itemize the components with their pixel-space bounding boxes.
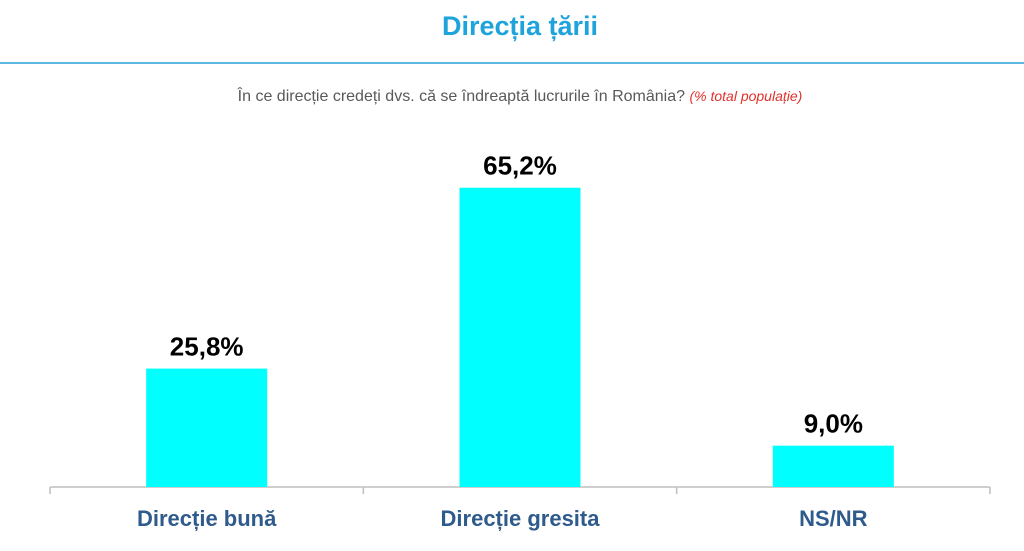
bar xyxy=(772,445,894,487)
value-label: 25,8% xyxy=(170,331,244,361)
x-tick-label: Direcție gresita xyxy=(441,506,601,531)
value-label: 65,2% xyxy=(483,151,557,181)
value-label: 9,0% xyxy=(804,409,863,439)
subtitle-note: (% total populație) xyxy=(689,88,802,104)
chart-subtitle: În ce direcție credeți dvs. că se îndrea… xyxy=(237,86,803,105)
x-tick-label: NS/NR xyxy=(799,506,868,531)
subtitle-text: În ce direcție credeți dvs. că se îndrea… xyxy=(237,86,685,105)
bar xyxy=(459,187,581,487)
x-tick-label: Direcție bună xyxy=(137,506,277,531)
bar xyxy=(146,368,268,487)
chart-title: Direcția țării xyxy=(442,11,598,41)
